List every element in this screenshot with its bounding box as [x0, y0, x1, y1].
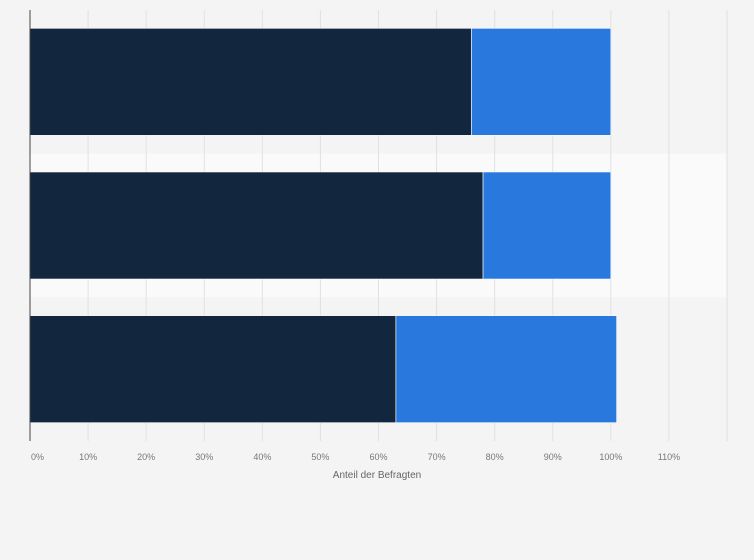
bars	[29, 28, 617, 423]
x-tick-label: 0%	[31, 452, 44, 462]
x-tick-label: 100%	[599, 452, 622, 462]
x-tick-label: 20%	[137, 452, 155, 462]
x-tick-label: 80%	[486, 452, 504, 462]
x-tick-label: 30%	[195, 452, 213, 462]
x-tick-label: 60%	[369, 452, 387, 462]
bar-segment	[482, 171, 612, 280]
x-tick-label: 40%	[253, 452, 271, 462]
bar-segment	[471, 28, 612, 136]
bar-segment	[395, 315, 617, 423]
x-tick-label: 50%	[311, 452, 329, 462]
bar-segment	[29, 171, 484, 280]
x-tick-labels: 0% 10% 20% 30% 40% 50% 60% 70% 80% 90% 100% 110%	[31, 452, 680, 462]
x-tick-label: 110%	[658, 452, 680, 462]
bar-segment	[29, 28, 472, 136]
bar-segment	[29, 315, 397, 423]
x-tick-label: 90%	[544, 452, 562, 462]
x-axis-label: Anteil der Befragten	[333, 470, 421, 481]
x-tick-label: 10%	[79, 452, 97, 462]
x-tick-label: 70%	[428, 452, 446, 462]
